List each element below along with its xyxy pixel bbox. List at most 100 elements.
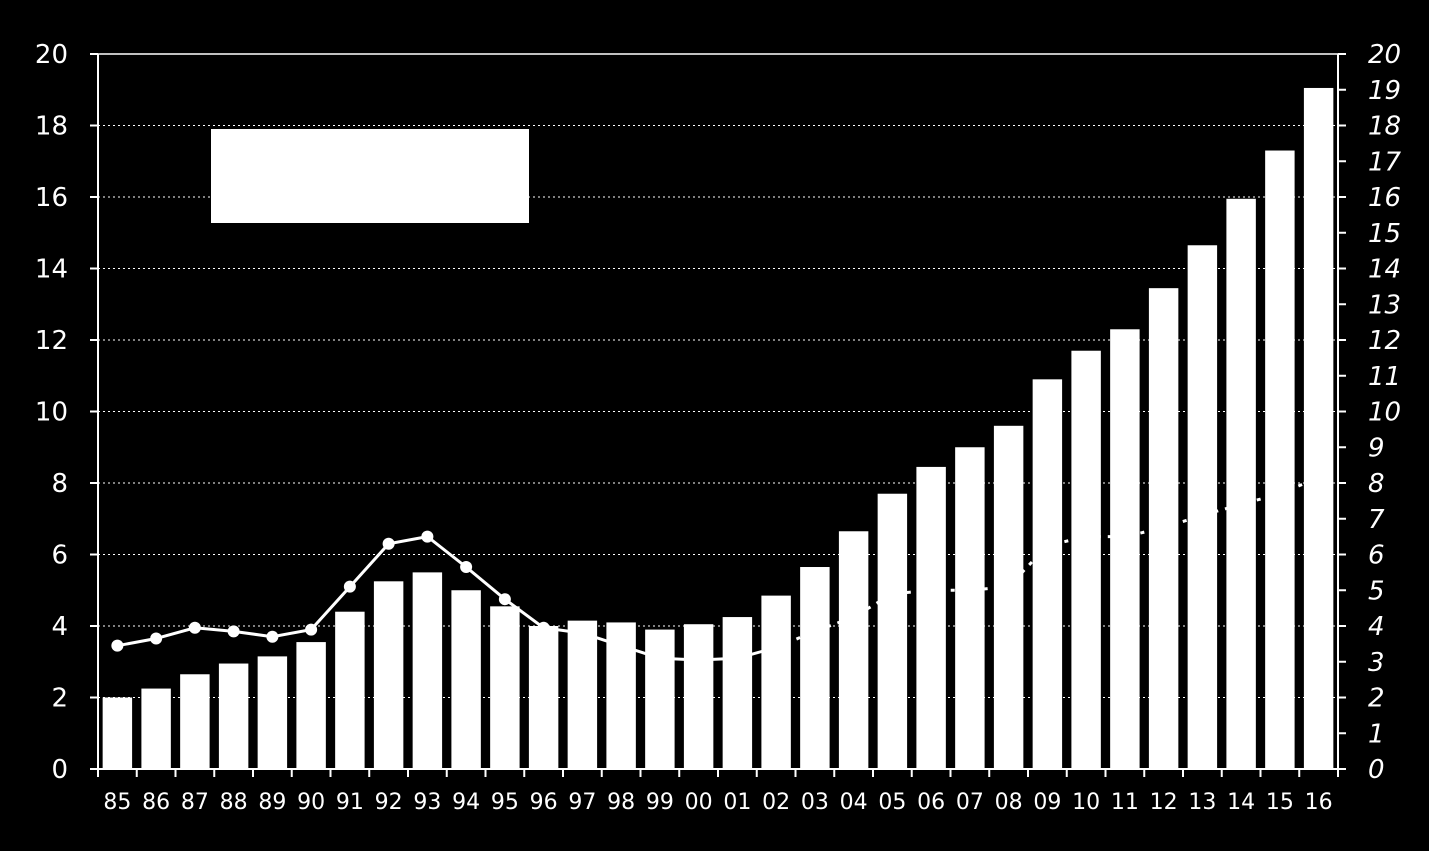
- line-dashed-segment: [775, 476, 1320, 649]
- left-tick-label: 20: [35, 40, 68, 70]
- bar: [296, 642, 326, 769]
- x-tick-label: 00: [685, 790, 713, 815]
- bar: [993, 425, 1024, 769]
- x-tick-label: 14: [1227, 790, 1255, 815]
- x-tick-label: 99: [646, 790, 674, 815]
- x-tick-label: 09: [1033, 790, 1061, 815]
- right-tick-label: 19: [1368, 76, 1401, 106]
- right-tick-label: 1: [1368, 719, 1385, 749]
- bar: [1187, 245, 1218, 769]
- bar: [916, 466, 946, 769]
- x-tick-label: 11: [1111, 790, 1139, 815]
- left-tick-label: 8: [51, 469, 68, 499]
- line-point: [460, 561, 473, 574]
- bar: [180, 674, 210, 769]
- x-tick-label: 04: [840, 790, 868, 815]
- x-tick-label: 95: [491, 790, 519, 815]
- x-tick-label: 08: [995, 790, 1023, 815]
- right-tick-label: 14: [1368, 255, 1401, 285]
- x-tick-label: 16: [1305, 790, 1333, 815]
- right-tick-label: 3: [1368, 648, 1385, 678]
- line-point: [382, 537, 395, 550]
- line-point: [421, 530, 434, 543]
- bar: [373, 581, 404, 769]
- bar: [218, 663, 249, 769]
- right-tick-label: 9: [1368, 433, 1385, 463]
- left-tick-label: 18: [35, 112, 68, 142]
- left-tick-label: 4: [51, 612, 68, 642]
- bar: [1265, 150, 1295, 769]
- x-tick-label: 98: [607, 790, 635, 815]
- line-point: [498, 593, 511, 606]
- right-tick-label: 17: [1368, 147, 1402, 177]
- x-tick-label: 13: [1188, 790, 1216, 815]
- bar: [800, 567, 830, 769]
- bar: [722, 617, 753, 769]
- bar: [1071, 350, 1101, 769]
- x-tick-label: 15: [1266, 790, 1294, 815]
- bar: [141, 688, 171, 769]
- x-tick-label: 90: [297, 790, 325, 815]
- line-point: [537, 621, 550, 634]
- bar: [955, 447, 985, 769]
- right-tick-label: 4: [1368, 612, 1385, 642]
- x-tick-label: 97: [568, 790, 596, 815]
- right-tick-label: 5: [1368, 576, 1385, 606]
- x-tick-label: 12: [1150, 790, 1178, 815]
- x-tick-label: 03: [801, 790, 829, 815]
- bar: [761, 595, 791, 769]
- right-tick-label: 18: [1368, 112, 1401, 142]
- x-tick-label: 10: [1072, 790, 1100, 815]
- right-tick-label: 7: [1368, 505, 1385, 535]
- bar: [412, 572, 443, 769]
- right-tick-label: 10: [1368, 398, 1401, 428]
- tick-labels: 0246810121416182001234567891011121314151…: [35, 40, 1402, 815]
- line-point: [343, 580, 356, 593]
- line-point: [111, 639, 124, 652]
- right-tick-label: 13: [1368, 290, 1401, 320]
- left-tick-label: 6: [51, 541, 68, 571]
- bar: [102, 697, 133, 769]
- x-tick-label: 02: [762, 790, 790, 815]
- bar: [257, 656, 288, 769]
- bar: [1226, 198, 1256, 770]
- x-tick-label: 93: [413, 790, 441, 815]
- line-point: [188, 621, 201, 634]
- axes: [90, 53, 1346, 777]
- right-tick-label: 20: [1368, 40, 1401, 70]
- right-tick-label: 11: [1368, 362, 1401, 392]
- x-tick-label: 89: [258, 790, 286, 815]
- line-point: [305, 623, 318, 636]
- bar: [490, 606, 520, 769]
- x-tick-label: 07: [956, 790, 984, 815]
- line-point: [150, 632, 163, 645]
- right-tick-label: 0: [1368, 755, 1385, 785]
- right-tick-label: 6: [1368, 541, 1385, 571]
- bar: [1110, 329, 1140, 769]
- bar: [335, 611, 365, 769]
- right-tick-label: 8: [1368, 469, 1385, 499]
- x-tick-label: 85: [103, 790, 131, 815]
- bar: [1032, 379, 1063, 769]
- left-tick-label: 14: [35, 255, 68, 285]
- left-tick-label: 2: [51, 684, 68, 714]
- right-tick-label: 2: [1368, 684, 1385, 714]
- x-tick-label: 86: [142, 790, 170, 815]
- x-tick-label: 88: [220, 790, 248, 815]
- bar: [838, 531, 869, 769]
- line-point: [266, 630, 279, 643]
- bar: [567, 620, 598, 769]
- left-tick-label: 10: [35, 398, 68, 428]
- x-tick-label: 87: [181, 790, 209, 815]
- left-tick-label: 0: [51, 755, 68, 785]
- x-tick-label: 06: [917, 790, 945, 815]
- right-tick-label: 12: [1368, 326, 1401, 356]
- x-tick-label: 96: [530, 790, 558, 815]
- bar: [877, 493, 908, 769]
- bar: [528, 626, 559, 769]
- left-tick-label: 12: [35, 326, 68, 356]
- line-series: [111, 476, 1320, 662]
- x-tick-label: 91: [336, 790, 364, 815]
- x-tick-label: 94: [452, 790, 480, 815]
- bar: [645, 629, 675, 769]
